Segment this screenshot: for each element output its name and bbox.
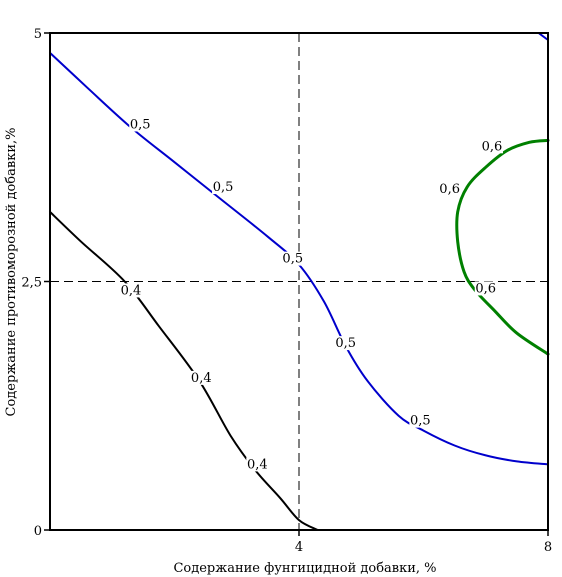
contour-line-3	[537, 32, 549, 41]
contour-label-bg	[212, 180, 235, 195]
contour-label: 0,5	[130, 117, 151, 132]
contour-label: 0,4	[191, 371, 212, 386]
contour-label-bg	[246, 457, 269, 472]
contour-label-bg	[129, 117, 152, 132]
contour-label: 0,5	[282, 252, 303, 267]
contour-label: 0,4	[247, 457, 268, 472]
contour-label: 0,6	[439, 182, 460, 197]
contour-label-bg	[190, 370, 213, 385]
contour-label: 0,5	[213, 180, 234, 195]
contour-labels: 0,4 0,4 0,4 0,5 0,5 0,5 0,5 0,5 0,6 0,6 0,6	[119, 117, 503, 472]
y-tick-label: 5	[34, 27, 42, 42]
contour-line-2	[455, 138, 550, 356]
contour-label-bg	[438, 182, 461, 197]
x-tick-label: 8	[544, 540, 552, 555]
y-axis-title: Содержание противоморозной добавки,%	[4, 128, 19, 417]
y-tick-label: 0	[34, 524, 42, 539]
contour-label: 0,4	[121, 283, 142, 298]
contour-label-bg	[334, 336, 357, 351]
contour-line-1	[49, 51, 549, 466]
contour-label-bg	[119, 283, 142, 298]
contour-line-0	[49, 210, 319, 531]
contour-label: 0,6	[475, 281, 496, 296]
contour-label: 0,5	[335, 336, 356, 351]
y-tick-label: 2,5	[21, 276, 42, 291]
axis-ticks: 4 8 0 2,5 5	[21, 27, 552, 555]
contour-label: 0,6	[482, 139, 503, 154]
contour-label-bg	[474, 281, 497, 296]
contour-label-bg	[281, 251, 304, 266]
contour-series	[49, 32, 550, 531]
x-axis-title: Содержание фунгицидной добавки, %	[173, 561, 436, 576]
contour-label-bg	[409, 413, 432, 428]
contour-label-bg	[480, 139, 503, 154]
contour-label: 0,5	[410, 414, 431, 429]
x-tick-label: 4	[295, 540, 303, 555]
reference-lines	[50, 33, 548, 530]
